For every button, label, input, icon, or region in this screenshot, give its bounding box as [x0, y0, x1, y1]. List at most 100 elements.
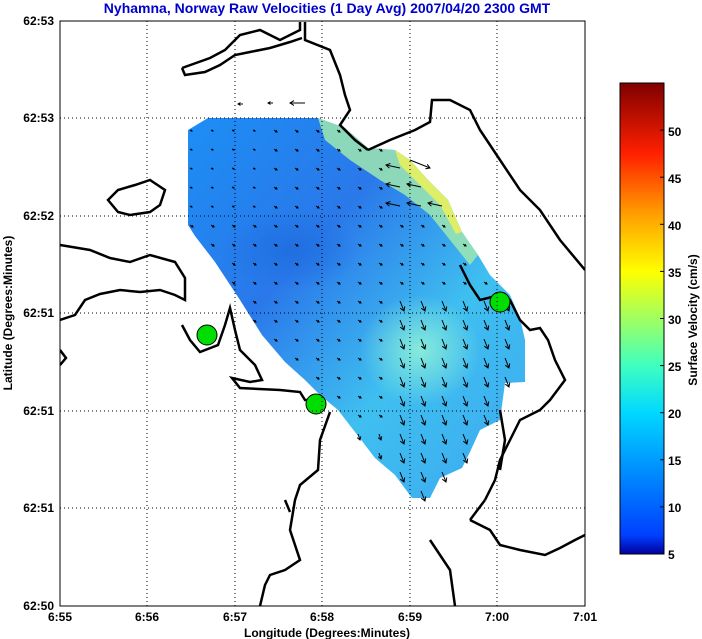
- velocity-vector: [336, 300, 341, 304]
- velocity-vector: [252, 148, 256, 151]
- velocity-vector: [252, 205, 256, 208]
- colorbar: 5 10 15 20 25 30 35 40 45 50 Surface Vel…: [619, 82, 700, 562]
- x-tick-label: 7:00: [485, 610, 509, 624]
- velocity-vector: [462, 338, 469, 350]
- velocity-vector: [273, 262, 278, 266]
- velocity-vector: [409, 159, 431, 170]
- velocity-vector: [336, 281, 341, 285]
- velocity-vector: [210, 129, 214, 132]
- velocity-vector: [336, 357, 341, 361]
- velocity-vector: [189, 167, 193, 170]
- velocity-vector: [420, 414, 427, 426]
- velocity-vector: [252, 300, 257, 304]
- velocity-vector: [273, 338, 278, 342]
- velocity-vector: [294, 300, 299, 304]
- velocity-vector: [399, 224, 404, 228]
- velocity-vector: [315, 376, 320, 380]
- station-marker: [489, 291, 511, 313]
- velocity-vector: [294, 148, 299, 152]
- colorbar-tick: 15: [668, 454, 682, 468]
- velocity-vector: [357, 395, 362, 399]
- velocity-vector: [231, 167, 235, 170]
- velocity-vector: [252, 262, 257, 266]
- velocity-vector: [504, 376, 511, 388]
- colorbar-tick: 40: [668, 219, 682, 233]
- velocity-vector: [385, 182, 401, 188]
- velocity-vector: [378, 300, 383, 304]
- velocity-vector: [315, 148, 320, 152]
- velocity-vector: [462, 395, 469, 407]
- velocity-vector: [336, 224, 341, 228]
- velocity-vector: [378, 395, 383, 399]
- velocity-vector: [294, 243, 299, 247]
- velocity-vector: [273, 148, 278, 152]
- velocity-vector: [356, 433, 362, 441]
- velocity-vector: [315, 319, 320, 323]
- velocity-vector: [441, 452, 448, 464]
- velocity-vector: [357, 148, 362, 152]
- velocity-vector: [294, 129, 299, 133]
- velocity-vector: [462, 243, 467, 247]
- velocity-vector: [336, 148, 341, 152]
- velocity-vector: [441, 471, 448, 483]
- velocity-vector: [315, 186, 320, 190]
- velocity-vector: [483, 357, 490, 369]
- velocity-vector: [189, 148, 193, 151]
- velocity-vector: [273, 205, 278, 209]
- velocity-vector: [189, 205, 193, 208]
- velocity-vector: [441, 338, 448, 350]
- x-tick-label: 6:57: [223, 610, 247, 624]
- velocity-vector: [441, 395, 448, 407]
- colorbar-tick: 10: [668, 501, 682, 515]
- velocity-vector: [483, 395, 490, 407]
- velocity-vector: [420, 433, 427, 445]
- velocity-vector: [441, 414, 448, 426]
- velocity-vector: [378, 357, 383, 361]
- velocity-vector: [357, 319, 362, 323]
- velocity-vector: [210, 243, 215, 247]
- velocity-vector: [294, 357, 299, 361]
- velocity-vector: [399, 414, 406, 426]
- velocity-vector: [252, 319, 257, 323]
- x-tick-label: 7:01: [573, 610, 597, 624]
- velocity-vector: [357, 357, 362, 361]
- velocity-vector: [252, 129, 256, 132]
- velocity-vector: [441, 224, 446, 228]
- velocity-vector: [336, 243, 341, 247]
- velocity-vector: [378, 281, 383, 285]
- velocity-vector: [378, 205, 383, 209]
- velocity-vector: [427, 201, 443, 207]
- colorbar-tick: 20: [668, 407, 682, 421]
- velocity-vector: [483, 376, 490, 388]
- velocity-vector: [315, 129, 320, 133]
- velocity-vector: [462, 281, 467, 285]
- velocity-vector: [273, 129, 278, 133]
- velocity-vector: [420, 281, 425, 285]
- velocity-vector: [294, 224, 299, 228]
- velocity-vector: [231, 205, 235, 208]
- velocity-vector: [385, 163, 401, 169]
- velocity-vector: [315, 224, 320, 228]
- velocity-vector: [273, 224, 278, 228]
- velocity-vector: [357, 376, 362, 380]
- velocity-vector: [462, 319, 469, 331]
- velocity-vector: [441, 281, 446, 285]
- velocity-vector: [273, 281, 278, 285]
- velocity-vector: [420, 224, 425, 228]
- velocity-vector: [462, 414, 469, 426]
- velocity-vector: [462, 376, 469, 388]
- velocity-vector: [483, 414, 490, 426]
- velocity-vector: [420, 300, 427, 312]
- velocity-vector: [399, 300, 406, 312]
- velocity-vector: [504, 319, 511, 331]
- velocity-vector: [294, 338, 299, 342]
- y-tick-label: 62:51: [23, 306, 54, 320]
- velocity-vector: [378, 338, 383, 342]
- y-tick-label: 62:53: [23, 14, 54, 28]
- velocity-vector: [441, 357, 448, 369]
- velocity-vector: [462, 300, 469, 312]
- station-marker: [196, 324, 218, 346]
- velocity-vector: [336, 338, 341, 342]
- velocity-vector: [315, 300, 320, 304]
- velocity-vector: [357, 281, 362, 285]
